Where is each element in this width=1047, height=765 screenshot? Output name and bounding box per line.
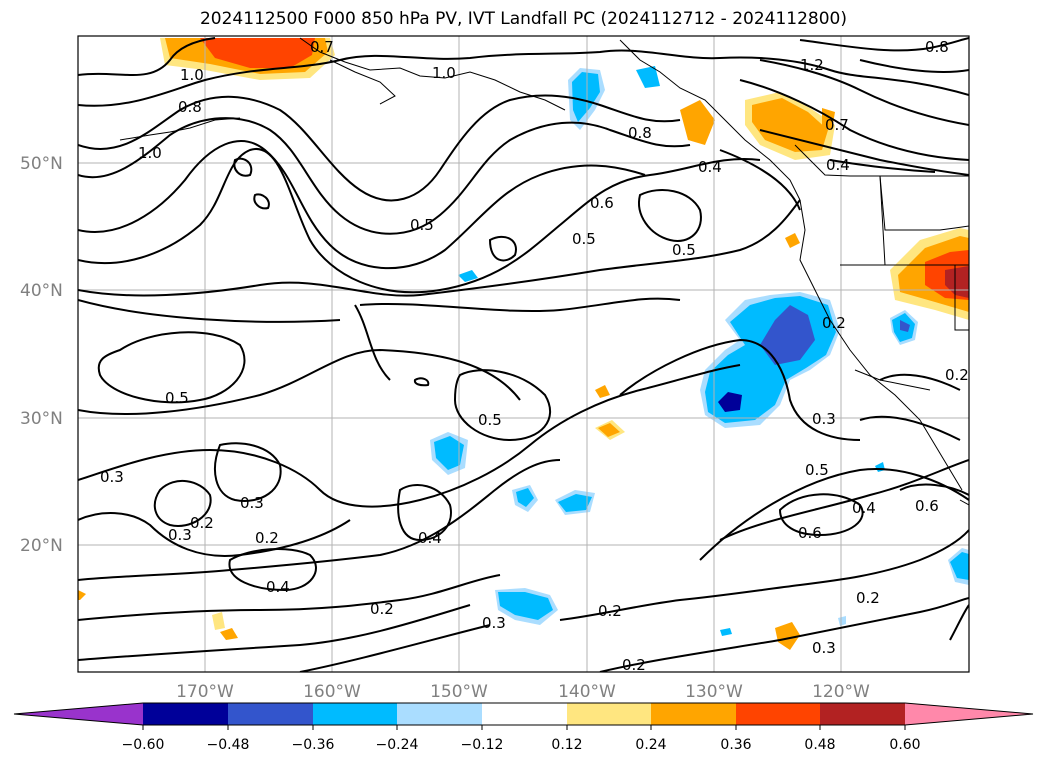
lon-label: 140°W	[558, 682, 616, 702]
contour-label: 0.8	[178, 98, 202, 116]
colorbar-segment	[651, 703, 736, 725]
colorbar-segment	[820, 703, 905, 725]
longitude-labels: 170°W 160°W 150°W 140°W 130°W 120°W	[176, 682, 870, 702]
contour-label: 1.0	[180, 66, 204, 84]
contour-label: 0.4	[826, 156, 850, 174]
coastlines	[119, 37, 969, 506]
colorbar-segment	[736, 703, 820, 725]
colorbar-tick-label: 0.36	[720, 737, 751, 753]
colorbar-tick-label: −0.60	[122, 737, 165, 753]
lon-label: 160°W	[303, 682, 361, 702]
contour-label: 0.5	[165, 389, 189, 407]
colorbar-tick-label: 0.12	[551, 737, 582, 753]
map-title: 2024112500 F000 850 hPa PV, IVT Landfall…	[199, 9, 847, 29]
lon-label: 150°W	[430, 682, 488, 702]
contour-label: 0.5	[672, 241, 696, 259]
contour-label: 0.4	[698, 158, 722, 176]
pv-contours	[78, 37, 969, 672]
colorbar-segment	[567, 703, 651, 725]
contour-labels: 1.0 0.8 1.0 0.7 1.0 0.8 1.2 0.7 0.8 0.4 …	[100, 38, 969, 674]
colorbar-tick-label: 0.60	[889, 737, 920, 753]
lat-label: 50°N	[20, 154, 63, 174]
contour-label: 0.8	[925, 38, 949, 56]
lon-label: 170°W	[176, 682, 234, 702]
colorbar-segment	[482, 703, 567, 725]
contour-label: 0.8	[628, 124, 652, 142]
colorbar-max-extension	[905, 703, 1033, 725]
contour-label: 0.2	[255, 529, 279, 547]
colorbar-min-extension	[14, 703, 143, 725]
contour-label: 0.2	[190, 514, 214, 532]
lat-label: 30°N	[20, 409, 63, 429]
contour-label: 0.3	[812, 639, 836, 657]
contour-label: 0.2	[370, 600, 394, 618]
contour-label: 0.6	[915, 497, 939, 515]
contour-label: 0.3	[100, 468, 124, 486]
contour-label: 0.2	[822, 314, 846, 332]
contour-label: 0.2	[622, 656, 646, 674]
colorbar-segment	[143, 703, 228, 725]
pv-anomaly-shading	[78, 38, 969, 650]
contour-label: 0.5	[410, 216, 434, 234]
colorbar-tick-label: −0.12	[461, 737, 504, 753]
colorbar-tick-label: −0.36	[292, 737, 335, 753]
colorbar-segment	[228, 703, 313, 725]
colorbar-tick-label: 0.48	[804, 737, 835, 753]
lat-label: 40°N	[20, 281, 63, 301]
contour-label: 0.3	[482, 614, 506, 632]
contour-label: 0.2	[856, 589, 880, 607]
contour-label: 0.2	[598, 602, 622, 620]
contour-label: 0.5	[572, 230, 596, 248]
contour-label: 0.4	[266, 578, 290, 596]
contour-label: 0.6	[590, 194, 614, 212]
lat-label: 20°N	[20, 536, 63, 556]
contour-label: 0.4	[418, 529, 442, 547]
contour-label: 0.5	[478, 411, 502, 429]
contour-label: 0.5	[805, 461, 829, 479]
contour-label: 0.3	[240, 494, 264, 512]
colorbar-tick-label: −0.48	[207, 737, 250, 753]
contour-label: 0.4	[852, 499, 876, 517]
colorbar-tick-label: 0.24	[635, 737, 666, 753]
contour-label: 0.7	[825, 116, 849, 134]
contour-label: 0.7	[310, 38, 334, 56]
contour-label: 1.2	[800, 56, 824, 74]
latitude-labels: 50°N 40°N 30°N 20°N	[20, 154, 63, 556]
contour-label: 1.0	[432, 64, 456, 82]
contour-label: 0.3	[812, 410, 836, 428]
contour-label: 1.0	[138, 144, 162, 162]
colorbar-segment	[313, 703, 397, 725]
colorbar-segment	[397, 703, 482, 725]
lon-label: 120°W	[812, 682, 870, 702]
contour-label: 0.6	[798, 524, 822, 542]
lon-label: 130°W	[685, 682, 743, 702]
contour-label: 0.2	[945, 366, 969, 384]
map-frame	[77, 35, 970, 673]
colorbar: −0.60 −0.48 −0.36 −0.24 −0.12 0.12 0.24 …	[13, 702, 1034, 753]
contour-label: 0.3	[168, 526, 192, 544]
colorbar-tick-label: −0.24	[376, 737, 419, 753]
